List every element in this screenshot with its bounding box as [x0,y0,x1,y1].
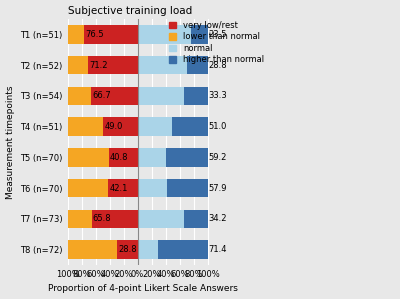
Bar [138,87,184,105]
Text: 59.2: 59.2 [209,153,227,162]
Text: 49.0: 49.0 [104,122,123,131]
Bar [109,148,138,167]
Bar [103,118,138,136]
Bar [68,240,118,259]
Bar [68,210,92,228]
X-axis label: Proportion of 4-point Likert Scale Answers: Proportion of 4-point Likert Scale Answe… [48,284,238,293]
Text: 76.5: 76.5 [85,30,104,39]
Bar [172,118,208,136]
Text: 51.0: 51.0 [209,122,227,131]
Text: Subjective training load: Subjective training load [68,6,192,16]
Bar [167,179,208,197]
Bar [188,56,208,74]
Bar [191,25,208,44]
Bar [92,210,138,228]
Bar [91,87,138,105]
Bar [118,240,138,259]
Text: 57.9: 57.9 [209,184,227,193]
Text: 23.5: 23.5 [209,30,227,39]
Text: 66.7: 66.7 [92,91,111,100]
Bar [84,25,138,44]
Bar [184,210,208,228]
Bar [68,56,88,74]
Text: 65.8: 65.8 [92,214,111,223]
Text: 40.8: 40.8 [110,153,128,162]
Text: 34.2: 34.2 [209,214,227,223]
Bar [108,179,138,197]
Bar [138,179,167,197]
Text: 42.1: 42.1 [109,184,128,193]
Bar [138,25,191,44]
Bar [166,148,208,167]
Text: 71.2: 71.2 [89,61,107,70]
Text: 33.3: 33.3 [209,91,228,100]
Bar [88,56,138,74]
Bar [138,56,188,74]
Bar [138,118,172,136]
Bar [68,118,103,136]
Bar [68,179,108,197]
Bar [68,87,91,105]
Legend: very low/rest, lower than normal, normal, higher than normal: very low/rest, lower than normal, normal… [166,18,267,67]
Bar [68,148,109,167]
Bar [138,240,158,259]
Bar [68,25,84,44]
Text: 71.4: 71.4 [209,245,227,254]
Bar [138,148,166,167]
Bar [184,87,208,105]
Text: 28.8: 28.8 [209,61,227,70]
Bar [158,240,208,259]
Y-axis label: Measurement timepoints: Measurement timepoints [6,85,14,199]
Bar [138,210,184,228]
Text: 28.8: 28.8 [118,245,137,254]
